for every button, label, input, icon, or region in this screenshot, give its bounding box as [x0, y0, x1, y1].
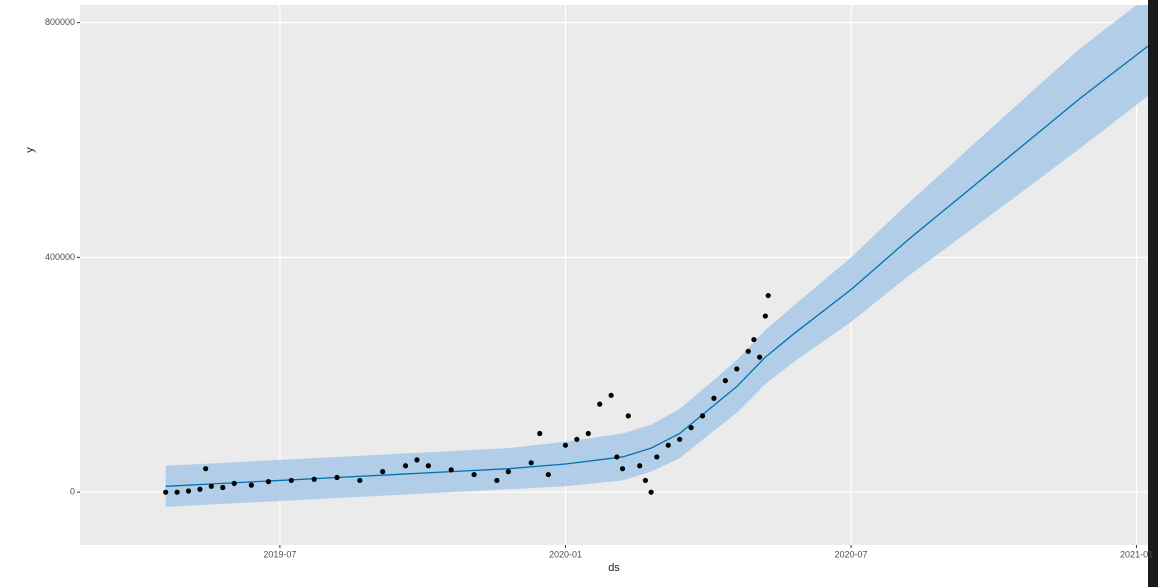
observed-point — [289, 478, 294, 483]
x-tick-label: 2019-07 — [263, 549, 296, 559]
observed-point — [746, 349, 751, 354]
observed-point — [597, 402, 602, 407]
observed-point — [757, 355, 762, 360]
observed-point — [586, 431, 591, 436]
y-tick-label: 800000 — [45, 17, 75, 27]
observed-point — [471, 472, 476, 477]
observed-point — [163, 490, 168, 495]
observed-point — [620, 466, 625, 471]
observed-point — [537, 431, 542, 436]
observed-point — [626, 413, 631, 418]
observed-point — [666, 443, 671, 448]
observed-point — [312, 477, 317, 482]
observed-point — [637, 463, 642, 468]
observed-point — [232, 481, 237, 486]
observed-point — [209, 484, 214, 489]
observed-point — [643, 478, 648, 483]
chart: ds y 0 400000 800000 2019-07 2020-01 2020-07 2… — [0, 0, 1158, 587]
observed-point — [506, 469, 511, 474]
y-tick-label: 0 — [70, 487, 75, 497]
observed-point — [449, 467, 454, 472]
observed-point — [734, 366, 739, 371]
observed-point — [403, 463, 408, 468]
observed-point — [174, 490, 179, 495]
observed-point — [751, 337, 756, 342]
observed-point — [689, 425, 694, 430]
observed-point — [609, 393, 614, 398]
right-edge — [1148, 0, 1158, 587]
observed-point — [197, 487, 202, 492]
observed-point — [494, 478, 499, 483]
observed-point — [426, 463, 431, 468]
observed-point — [574, 437, 579, 442]
observed-point — [654, 454, 659, 459]
x-tick-label: 2021-01 — [1120, 549, 1153, 559]
y-axis-title: y — [24, 147, 36, 153]
observed-point — [723, 378, 728, 383]
x-tick-label: 2020-07 — [835, 549, 868, 559]
observed-point — [249, 483, 254, 488]
observed-point — [334, 475, 339, 480]
observed-point — [649, 490, 654, 495]
observed-point — [529, 460, 534, 465]
observed-point — [711, 396, 716, 401]
observed-point — [700, 413, 705, 418]
observed-point — [766, 293, 771, 298]
observed-point — [546, 472, 551, 477]
observed-point — [266, 479, 271, 484]
x-tick-label: 2020-01 — [549, 549, 582, 559]
observed-point — [677, 437, 682, 442]
observed-point — [614, 454, 619, 459]
x-axis-title: ds — [608, 562, 620, 574]
observed-point — [414, 457, 419, 462]
observed-point — [186, 488, 191, 493]
observed-point — [563, 443, 568, 448]
observed-point — [357, 478, 362, 483]
observed-point — [220, 485, 225, 490]
y-tick-label: 400000 — [45, 252, 75, 262]
observed-point — [203, 466, 208, 471]
observed-point — [380, 469, 385, 474]
observed-point — [763, 313, 768, 318]
